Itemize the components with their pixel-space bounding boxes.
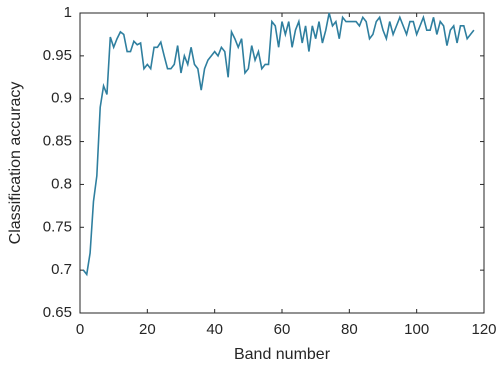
y-tick-label: 0.85 (43, 133, 72, 150)
y-tick-label: 0.7 (51, 261, 72, 278)
y-tick-label: 1 (64, 4, 72, 21)
x-tick-label: 100 (404, 321, 429, 338)
x-tick-label: 120 (471, 321, 496, 338)
y-tick-label: 0.65 (43, 304, 72, 321)
plot-frame (79, 12, 485, 314)
x-axis-label: Band number (234, 346, 331, 363)
x-tick-label: 40 (206, 321, 223, 338)
x-tick-label: 60 (274, 321, 291, 338)
x-tick-label: 80 (341, 321, 358, 338)
data-line (82, 12, 475, 277)
y-axis-label: Classification accuracy (7, 82, 24, 245)
y-tick-label: 0.8 (51, 175, 72, 192)
y-tick-label: 0.75 (43, 218, 72, 235)
y-tick-label: 0.9 (51, 90, 72, 107)
x-tick-label: 20 (139, 321, 156, 338)
y-tick-label: 0.95 (43, 47, 72, 64)
x-tick-label: 0 (76, 321, 84, 338)
